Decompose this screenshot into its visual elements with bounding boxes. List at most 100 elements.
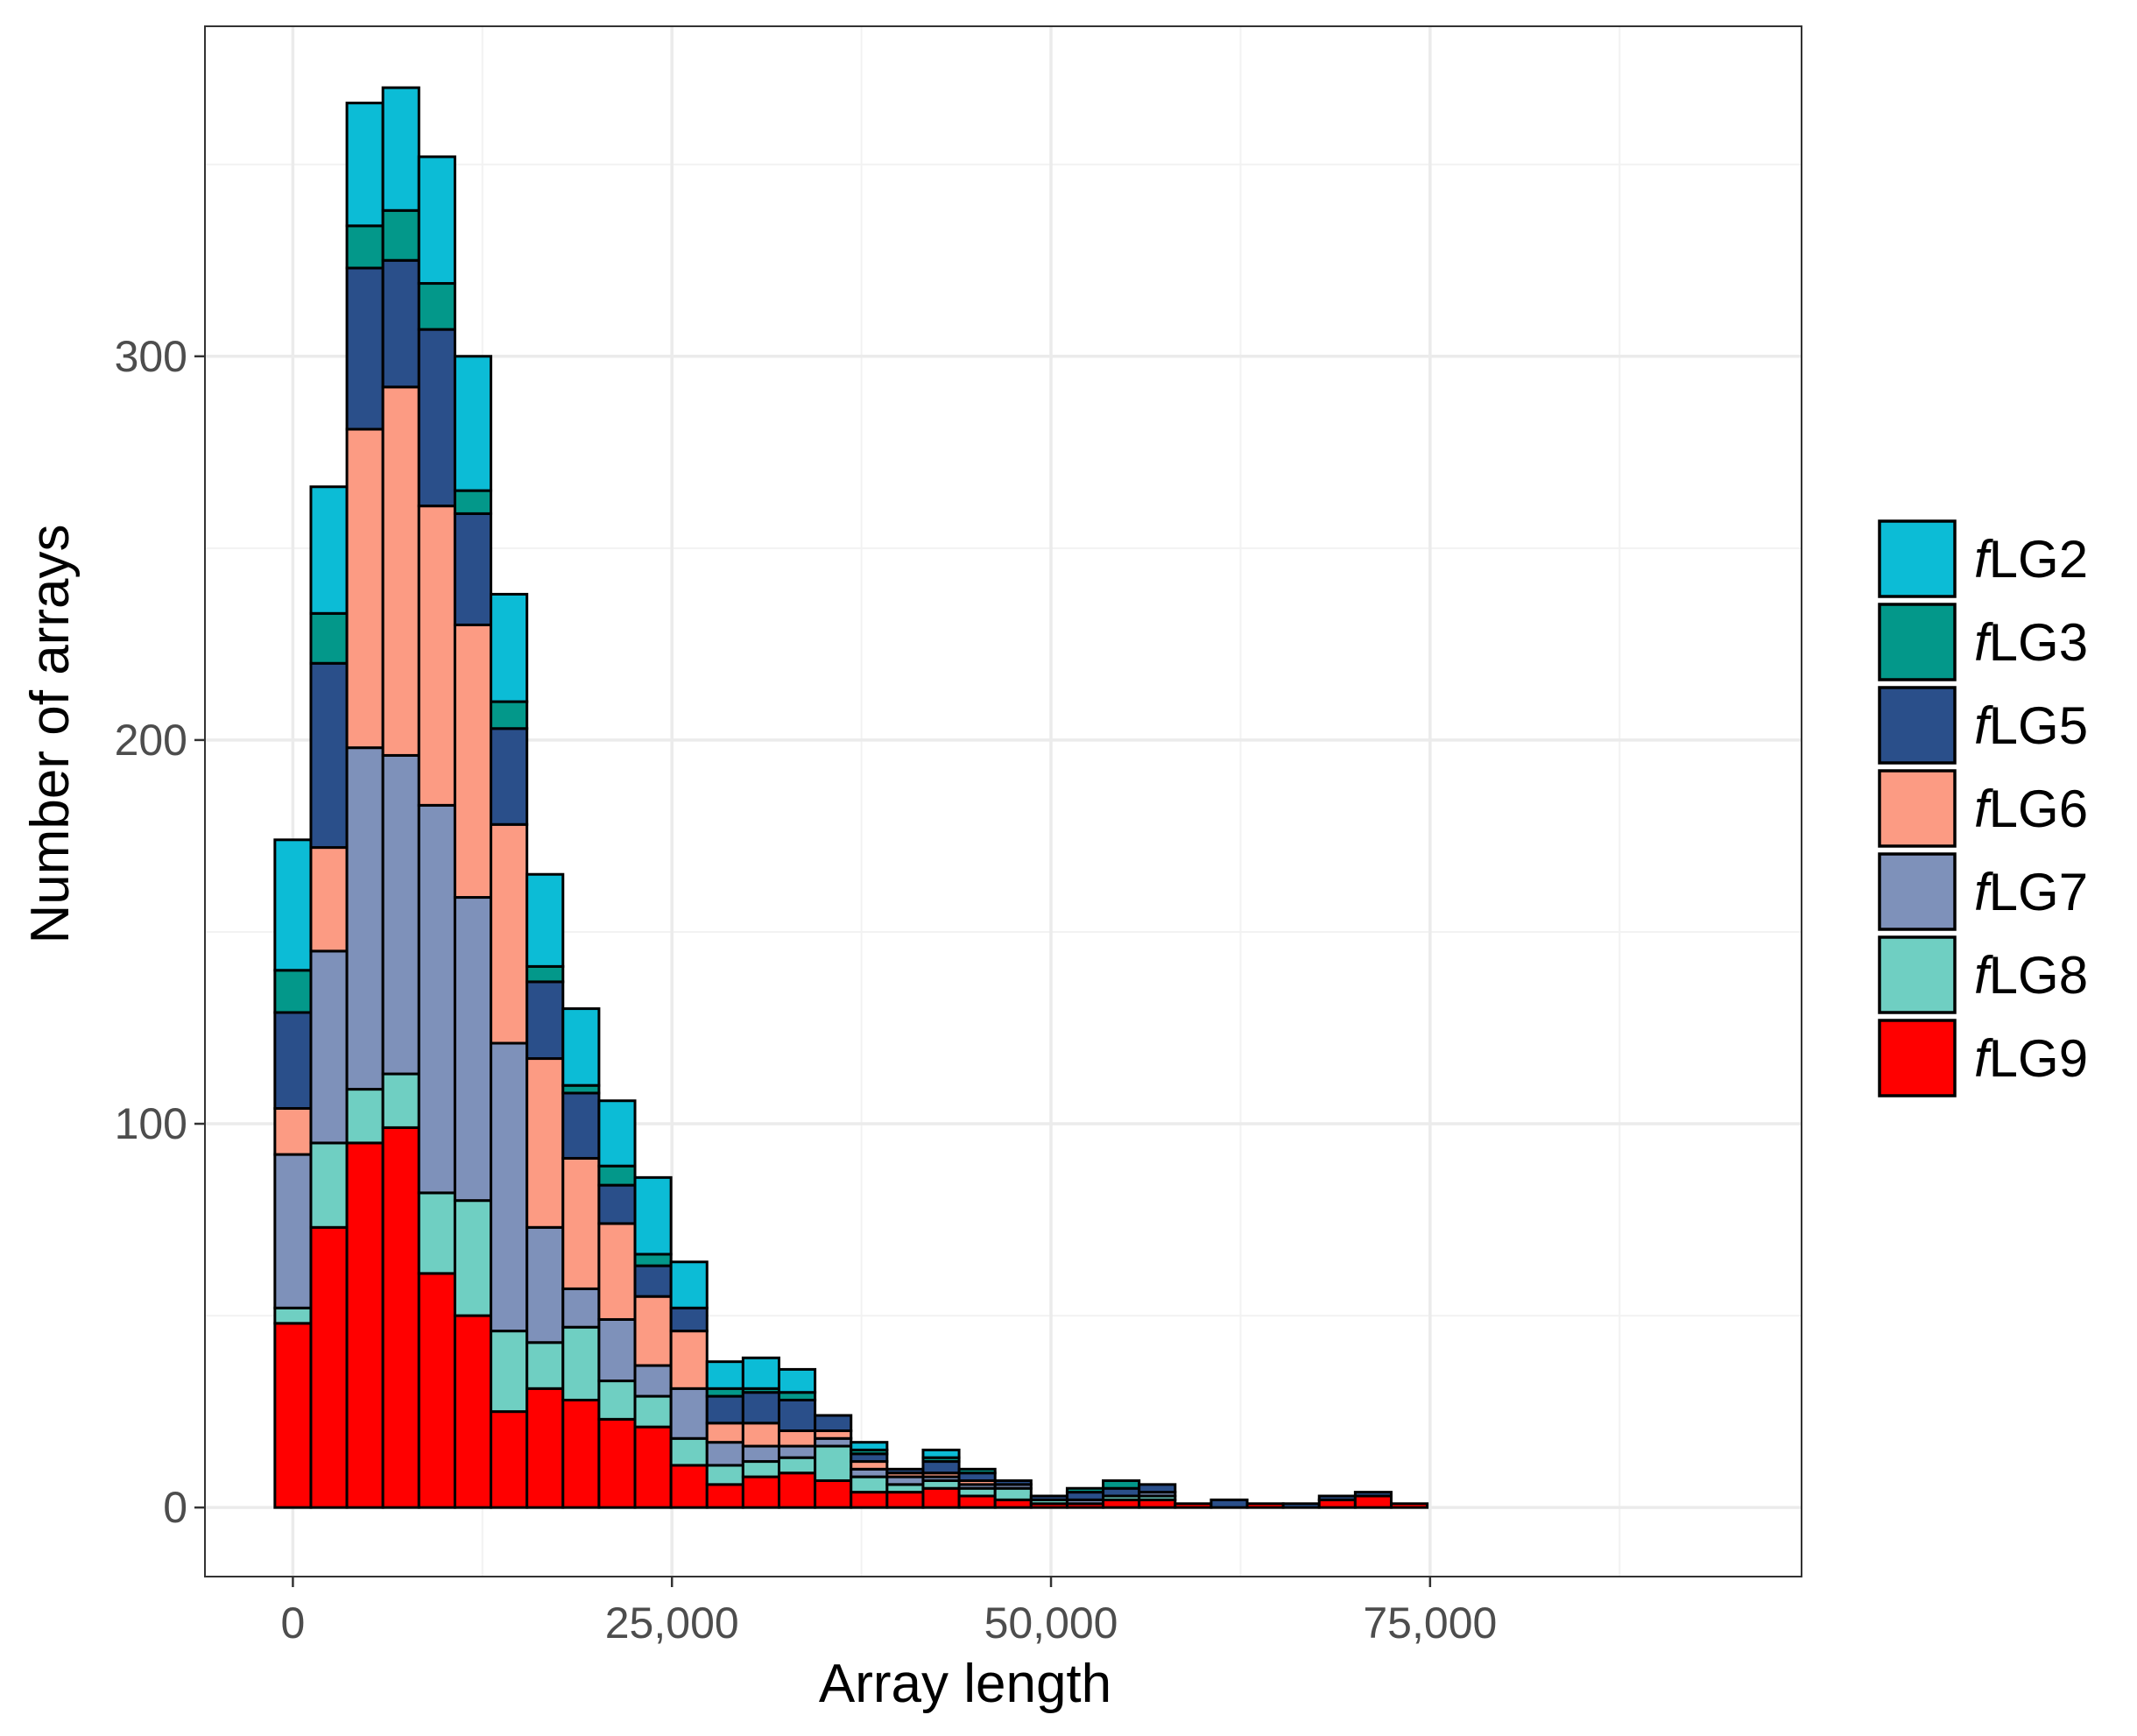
legend-label-name: LG3 (1989, 613, 2088, 672)
bar-segment-flg8 (490, 1330, 529, 1414)
bar-segment-flg2 (705, 1360, 744, 1390)
x-tick-label: 25,000 (605, 1598, 739, 1648)
bar-segment-flg8 (309, 1141, 349, 1229)
bar-segment-flg2 (741, 1356, 780, 1390)
bar-segment-flg7 (309, 949, 349, 1145)
bar-segment-flg3 (525, 964, 565, 984)
bar-segment-flg6 (525, 1057, 565, 1229)
bar-segment-flg5 (814, 1414, 853, 1433)
bar-segment-flg5 (885, 1467, 925, 1475)
legend-label-prefix: f (1974, 863, 1993, 921)
bar-segment-flg9 (957, 1494, 997, 1509)
bar-segment-flg9 (525, 1387, 565, 1509)
bar-segment-flg2 (777, 1367, 817, 1394)
legend-label-prefix: f (1974, 613, 1993, 672)
bar-segment-flg9 (561, 1398, 601, 1509)
bar-segment-flg8 (453, 1199, 493, 1317)
bar-segment-flg6 (417, 505, 456, 807)
bar-segment-flg6 (741, 1422, 780, 1448)
bar-segment-flg2 (345, 102, 384, 228)
bar-segment-flg9 (597, 1417, 637, 1509)
legend-key-flg2 (1878, 519, 1957, 598)
bar-segment-flg9 (273, 1322, 313, 1509)
bar-segment-flg2 (561, 1007, 601, 1087)
bar-segment-flg5 (1281, 1502, 1321, 1509)
bar-segment-flg8 (993, 1486, 1033, 1501)
bar-segment-flg5 (993, 1478, 1033, 1486)
bar-segment-flg2 (633, 1175, 673, 1256)
bar-segment-flg3 (1102, 1478, 1141, 1490)
bar-segment-flg5 (525, 980, 565, 1061)
bar-segment-flg9 (777, 1471, 817, 1509)
bar-segment-flg9 (1174, 1502, 1213, 1509)
legend-label-flg5: fLG5 (1974, 696, 2088, 755)
legend-label-flg8: fLG8 (1974, 946, 2088, 1005)
bar-segment-flg3 (957, 1467, 997, 1475)
bar-segment-flg3 (273, 969, 313, 1014)
bar-segment-flg9 (669, 1464, 709, 1509)
bar-segment-flg7 (525, 1225, 565, 1344)
bar-segment-flg5 (1029, 1494, 1068, 1501)
bar-segment-flg5 (561, 1091, 601, 1160)
bar-segment-flg8 (633, 1394, 673, 1429)
bar-segment-flg7 (345, 746, 384, 1091)
bar-segment-flg7 (490, 1041, 529, 1333)
plot-panel-border (204, 25, 1802, 1577)
bar-segment-flg9 (345, 1141, 384, 1509)
bar-segment-flg8 (669, 1436, 709, 1467)
x-tick-label: 50,000 (984, 1598, 1118, 1648)
legend-label-flg6: fLG6 (1974, 780, 2088, 838)
bar-segment-flg5 (273, 1011, 313, 1110)
bar-segment-flg8 (417, 1191, 456, 1275)
bar-segment-flg3 (597, 1164, 637, 1187)
bar-segment-flg5 (921, 1460, 961, 1475)
legend-label-prefix: f (1974, 946, 1993, 1005)
bar-segment-flg3 (417, 282, 456, 331)
legend-label-prefix: f (1974, 780, 1993, 838)
bar-segment-flg7 (777, 1444, 817, 1459)
bar-segment-flg5 (633, 1264, 673, 1298)
bar-segment-flg8 (777, 1456, 817, 1475)
legend-key-flg9 (1878, 1019, 1957, 1097)
legend-label-name: LG8 (1989, 946, 2088, 1005)
legend-label-name: LG7 (1989, 863, 2088, 921)
bar-segment-flg5 (669, 1306, 709, 1333)
bar-segment-flg7 (597, 1317, 637, 1383)
bar-segment-flg6 (633, 1295, 673, 1367)
legend-label-flg3: fLG3 (1974, 613, 2088, 672)
bar-segment-flg5 (1317, 1494, 1357, 1501)
bar-segment-flg9 (1245, 1502, 1285, 1509)
bar-segment-flg8 (381, 1072, 420, 1129)
legend-label-flg9: fLG9 (1974, 1029, 2088, 1088)
y-tick-label: 0 (163, 1483, 187, 1532)
bar-segment-flg9 (921, 1486, 961, 1509)
bar-segment-flg3 (309, 611, 349, 665)
bar-segment-flg7 (273, 1153, 313, 1309)
bar-segment-flg2 (273, 838, 313, 972)
bar-segment-flg5 (417, 328, 456, 508)
bar-segment-flg9 (633, 1425, 673, 1509)
legend-label-prefix: f (1974, 696, 1993, 755)
y-tick-label: 200 (115, 716, 187, 765)
bar-segment-flg9 (850, 1491, 889, 1509)
bar-segment-flg6 (777, 1429, 817, 1448)
bar-segment-flg8 (525, 1341, 565, 1390)
legend-key-flg5 (1878, 686, 1957, 765)
y-tick-label: 100 (115, 1099, 187, 1148)
bar-segment-flg2 (490, 592, 529, 703)
bar-segment-flg8 (814, 1444, 853, 1482)
axes: 0 25,000 50,000 75,000 0 100 200 300 (115, 332, 1498, 1648)
legend-label-name: LG6 (1989, 780, 2088, 838)
legend-label-name: LG5 (1989, 696, 2088, 755)
bar-segment-flg3 (345, 224, 384, 270)
bar-segment-flg2 (597, 1099, 637, 1168)
bar-segment-flg2 (525, 872, 565, 968)
bar-segment-flg2 (417, 155, 456, 286)
legend-label-name: LG9 (1989, 1029, 2088, 1088)
bar-segment-flg8 (345, 1088, 384, 1145)
bar-segment-flg8 (850, 1475, 889, 1494)
x-tick-label: 75,000 (1363, 1598, 1497, 1648)
x-tick-label: 0 (281, 1598, 306, 1648)
legend-label-name: LG2 (1989, 530, 2088, 589)
bar-segment-flg2 (381, 86, 420, 212)
